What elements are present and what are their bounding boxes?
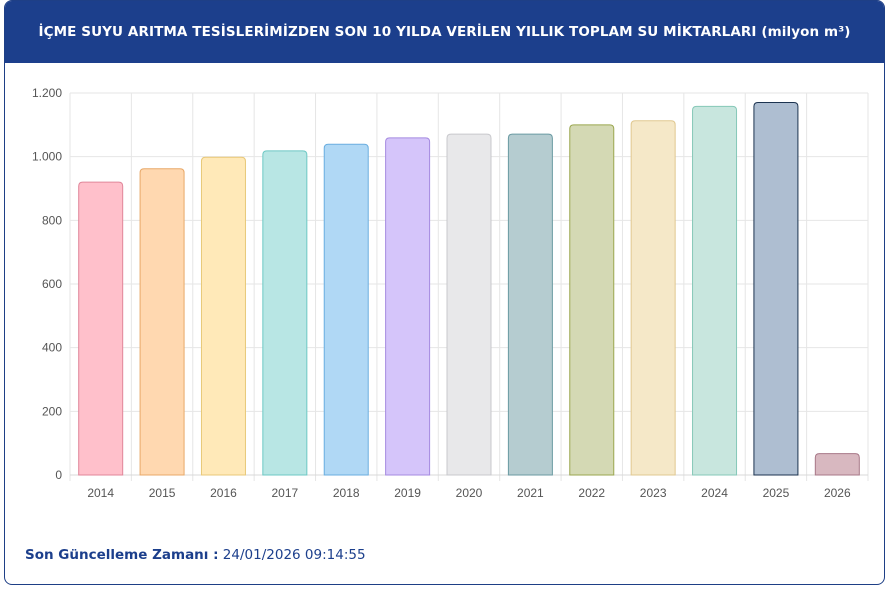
bar-2018[interactable] (323, 143, 369, 476)
x-tick-label: 2023 (640, 486, 667, 500)
x-tick-label: 2025 (763, 486, 790, 500)
bar-2019[interactable] (385, 137, 431, 476)
x-tick-label: 2022 (578, 486, 605, 500)
x-tick-label: 2017 (271, 486, 298, 500)
x-tick-label: 2018 (333, 486, 360, 500)
bar-2014[interactable] (78, 181, 124, 476)
bar-2024[interactable] (692, 105, 738, 476)
bars (78, 102, 860, 476)
y-tick-label: 1.200 (32, 86, 62, 100)
y-tick-label: 600 (42, 277, 62, 291)
x-tick-label: 2026 (824, 486, 851, 500)
y-axis-ticks: 0 200 400 600 800 1.000 1.200 (32, 86, 62, 482)
last-updated-value: 24/01/2026 09:14:55 (218, 547, 366, 563)
chart-card: İÇME SUYU ARITMA TESİSLERİMİZDEN SON 10 … (4, 0, 885, 585)
bar-2020[interactable] (446, 133, 492, 476)
y-tick-label: 0 (55, 468, 62, 482)
x-tick-label: 2016 (210, 486, 237, 500)
bar-2026[interactable] (814, 453, 860, 476)
x-axis-ticks: 2014 2015 2016 2017 2018 2019 2020 2021 2022 2023… (87, 486, 851, 500)
bar-2015[interactable] (139, 168, 185, 476)
x-tick-label: 2015 (149, 486, 176, 500)
y-tick-label: 1.000 (32, 150, 62, 164)
bar-2016[interactable] (200, 156, 246, 476)
x-tick-label: 2019 (394, 486, 421, 500)
bar-2021[interactable] (507, 133, 553, 476)
y-tick-label: 400 (42, 341, 62, 355)
bar-2023[interactable] (630, 120, 676, 476)
bar-chart: 0 200 400 600 800 1.000 1.200 2014 2015 2016 2017… (32, 86, 869, 500)
y-tick-label: 800 (42, 213, 62, 227)
chart-title: İÇME SUYU ARITMA TESİSLERİMİZDEN SON 10 … (5, 1, 884, 63)
last-updated-label: Son Güncelleme Zamanı : (25, 547, 219, 563)
bar-2017[interactable] (262, 150, 308, 476)
x-tick-label: 2020 (456, 486, 483, 500)
x-tick-label: 2014 (87, 486, 114, 500)
y-tick-label: 200 (42, 404, 62, 418)
bar-2025[interactable] (753, 102, 799, 476)
bar-2022[interactable] (569, 124, 615, 476)
x-tick-label: 2021 (517, 486, 544, 500)
last-updated: Son Güncelleme Zamanı : 24/01/2026 09:14… (25, 547, 366, 563)
x-tick-label: 2024 (701, 486, 728, 500)
